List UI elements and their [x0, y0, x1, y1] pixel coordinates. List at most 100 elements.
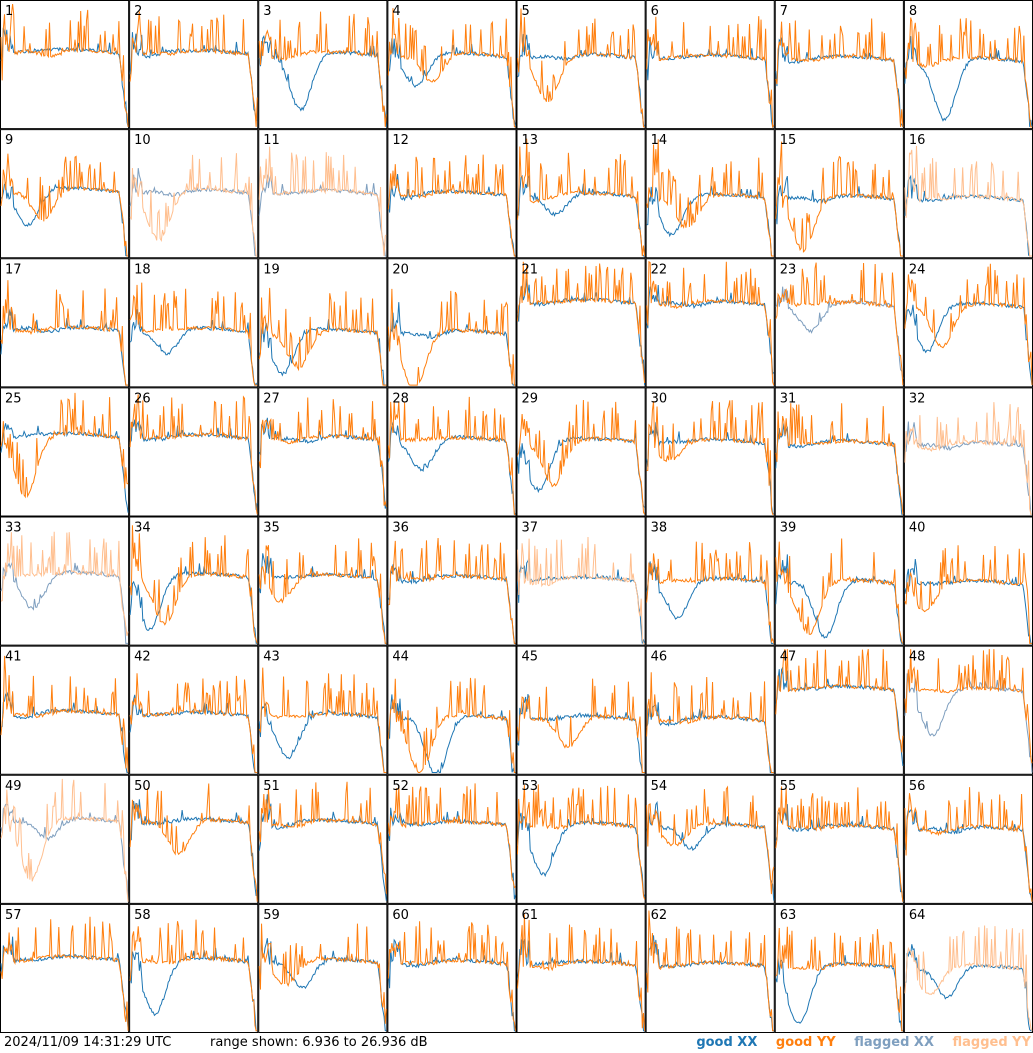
panel-6-yy-line — [646, 16, 775, 129]
panel-label: 43 — [263, 650, 280, 665]
panel-28-yy-line — [387, 396, 516, 515]
panel-frame — [774, 387, 904, 517]
panel-frame — [129, 774, 259, 904]
panel-frame — [0, 129, 130, 259]
panel-34-yy-line — [129, 525, 258, 644]
panel-59-yy-line — [258, 923, 387, 1024]
panel-frame — [645, 645, 775, 775]
panel-3: 3 — [258, 0, 388, 130]
panel-label: 16 — [909, 133, 926, 148]
panel-12: 12 — [387, 129, 517, 259]
panel-frame — [774, 258, 904, 388]
panel-51-yy-line — [258, 781, 387, 894]
panel-label: 36 — [392, 521, 409, 536]
panel-label: 53 — [522, 779, 539, 794]
panel-16-yy-line — [904, 145, 1032, 257]
panel-label: 15 — [780, 133, 797, 148]
panel-3-xx-line — [258, 35, 387, 127]
legend-good-yy: good YY — [775, 1035, 836, 1050]
panel-label: 58 — [134, 908, 151, 923]
panel-label: 60 — [392, 908, 409, 923]
panel-31: 31 — [774, 387, 904, 517]
panel-frame — [129, 258, 259, 388]
panel-21: 21 — [516, 258, 646, 388]
panel-frame — [258, 387, 388, 517]
panel-43: 43 — [258, 645, 388, 775]
panel-63-yy-line — [775, 926, 903, 1032]
panel-54-yy-line — [646, 785, 775, 895]
panel-19-yy-line — [258, 287, 387, 386]
panel-label: 47 — [780, 650, 797, 665]
panel-frame — [129, 129, 259, 259]
panel-29: 29 — [516, 387, 646, 517]
panel-frame — [387, 516, 517, 646]
panel-frame — [516, 258, 646, 388]
panel-62: 62 — [645, 903, 775, 1033]
panel-40: 40 — [903, 516, 1033, 646]
panel-label: 20 — [392, 262, 409, 277]
panel-label: 51 — [263, 779, 280, 794]
panel-label: 7 — [780, 4, 788, 19]
panel-5-yy-line — [517, 8, 645, 128]
panel-29-yy-line — [517, 399, 646, 515]
panel-53: 53 — [516, 774, 646, 904]
footer: 2024/11/09 14:31:29 UTC range shown: 6.9… — [0, 1033, 1033, 1053]
panel-19-xx-line — [258, 319, 387, 386]
panel-label: 6 — [651, 4, 659, 19]
panel-50: 50 — [129, 774, 259, 904]
panel-label: 42 — [134, 650, 151, 665]
panel-16: 16 — [903, 129, 1033, 259]
panel-label: 37 — [522, 521, 539, 536]
panel-6: 6 — [645, 0, 775, 130]
panel-label: 61 — [522, 908, 539, 923]
panel-25-yy-line — [0, 392, 129, 499]
panel-20-yy-line — [387, 288, 516, 386]
panel-label: 56 — [909, 779, 926, 794]
panel-15-yy-line — [775, 141, 903, 257]
panel-46-yy-line — [646, 672, 774, 774]
panel-label: 11 — [263, 133, 280, 148]
panel-25: 25 — [0, 387, 130, 517]
panel-58: 58 — [129, 903, 259, 1033]
panel-frame — [129, 516, 259, 646]
panel-label: 2 — [134, 4, 142, 19]
panel-60-yy-line — [387, 921, 516, 1031]
panel-label: 63 — [780, 908, 797, 923]
panel-21-yy-line — [517, 261, 646, 383]
panel-10: 10 — [129, 129, 259, 259]
panel-37: 37 — [516, 516, 646, 646]
panel-54: 54 — [645, 774, 775, 904]
panel-13-xx-line — [517, 174, 645, 257]
panel-label: 19 — [263, 262, 280, 277]
panel-22: 22 — [645, 258, 775, 388]
panel-frame — [903, 516, 1033, 646]
panel-54-xx-line — [646, 801, 775, 901]
panel-41-yy-line — [0, 655, 129, 773]
panel-label: 62 — [651, 908, 668, 923]
panel-19: 19 — [258, 258, 388, 388]
panel-57-yy-line — [0, 916, 129, 1031]
panel-27-yy-line — [258, 397, 387, 507]
panel-label: 33 — [5, 521, 22, 536]
panel-39: 39 — [774, 516, 904, 646]
panel-frame — [903, 129, 1033, 259]
panel-1: 1 — [0, 0, 130, 130]
panel-label: 27 — [263, 391, 280, 406]
panel-33-yy-line — [0, 531, 129, 637]
panel-frame — [774, 903, 904, 1033]
panel-28: 28 — [387, 387, 517, 517]
panel-4: 4 — [387, 0, 517, 130]
panel-30-yy-line — [646, 400, 774, 515]
timestamp: 2024/11/09 14:31:29 UTC — [4, 1035, 172, 1050]
panel-64: 64 — [903, 903, 1033, 1033]
panel-30: 30 — [645, 387, 775, 517]
panel-52-yy-line — [387, 783, 516, 889]
panel-13: 13 — [516, 129, 646, 259]
panel-63: 63 — [774, 903, 904, 1033]
panel-label: 35 — [263, 521, 280, 536]
panel-38-yy-line — [646, 541, 775, 644]
panel-8-xx-line — [904, 36, 1033, 127]
panel-9-xx-line — [0, 181, 129, 257]
panel-label: 4 — [392, 4, 400, 19]
